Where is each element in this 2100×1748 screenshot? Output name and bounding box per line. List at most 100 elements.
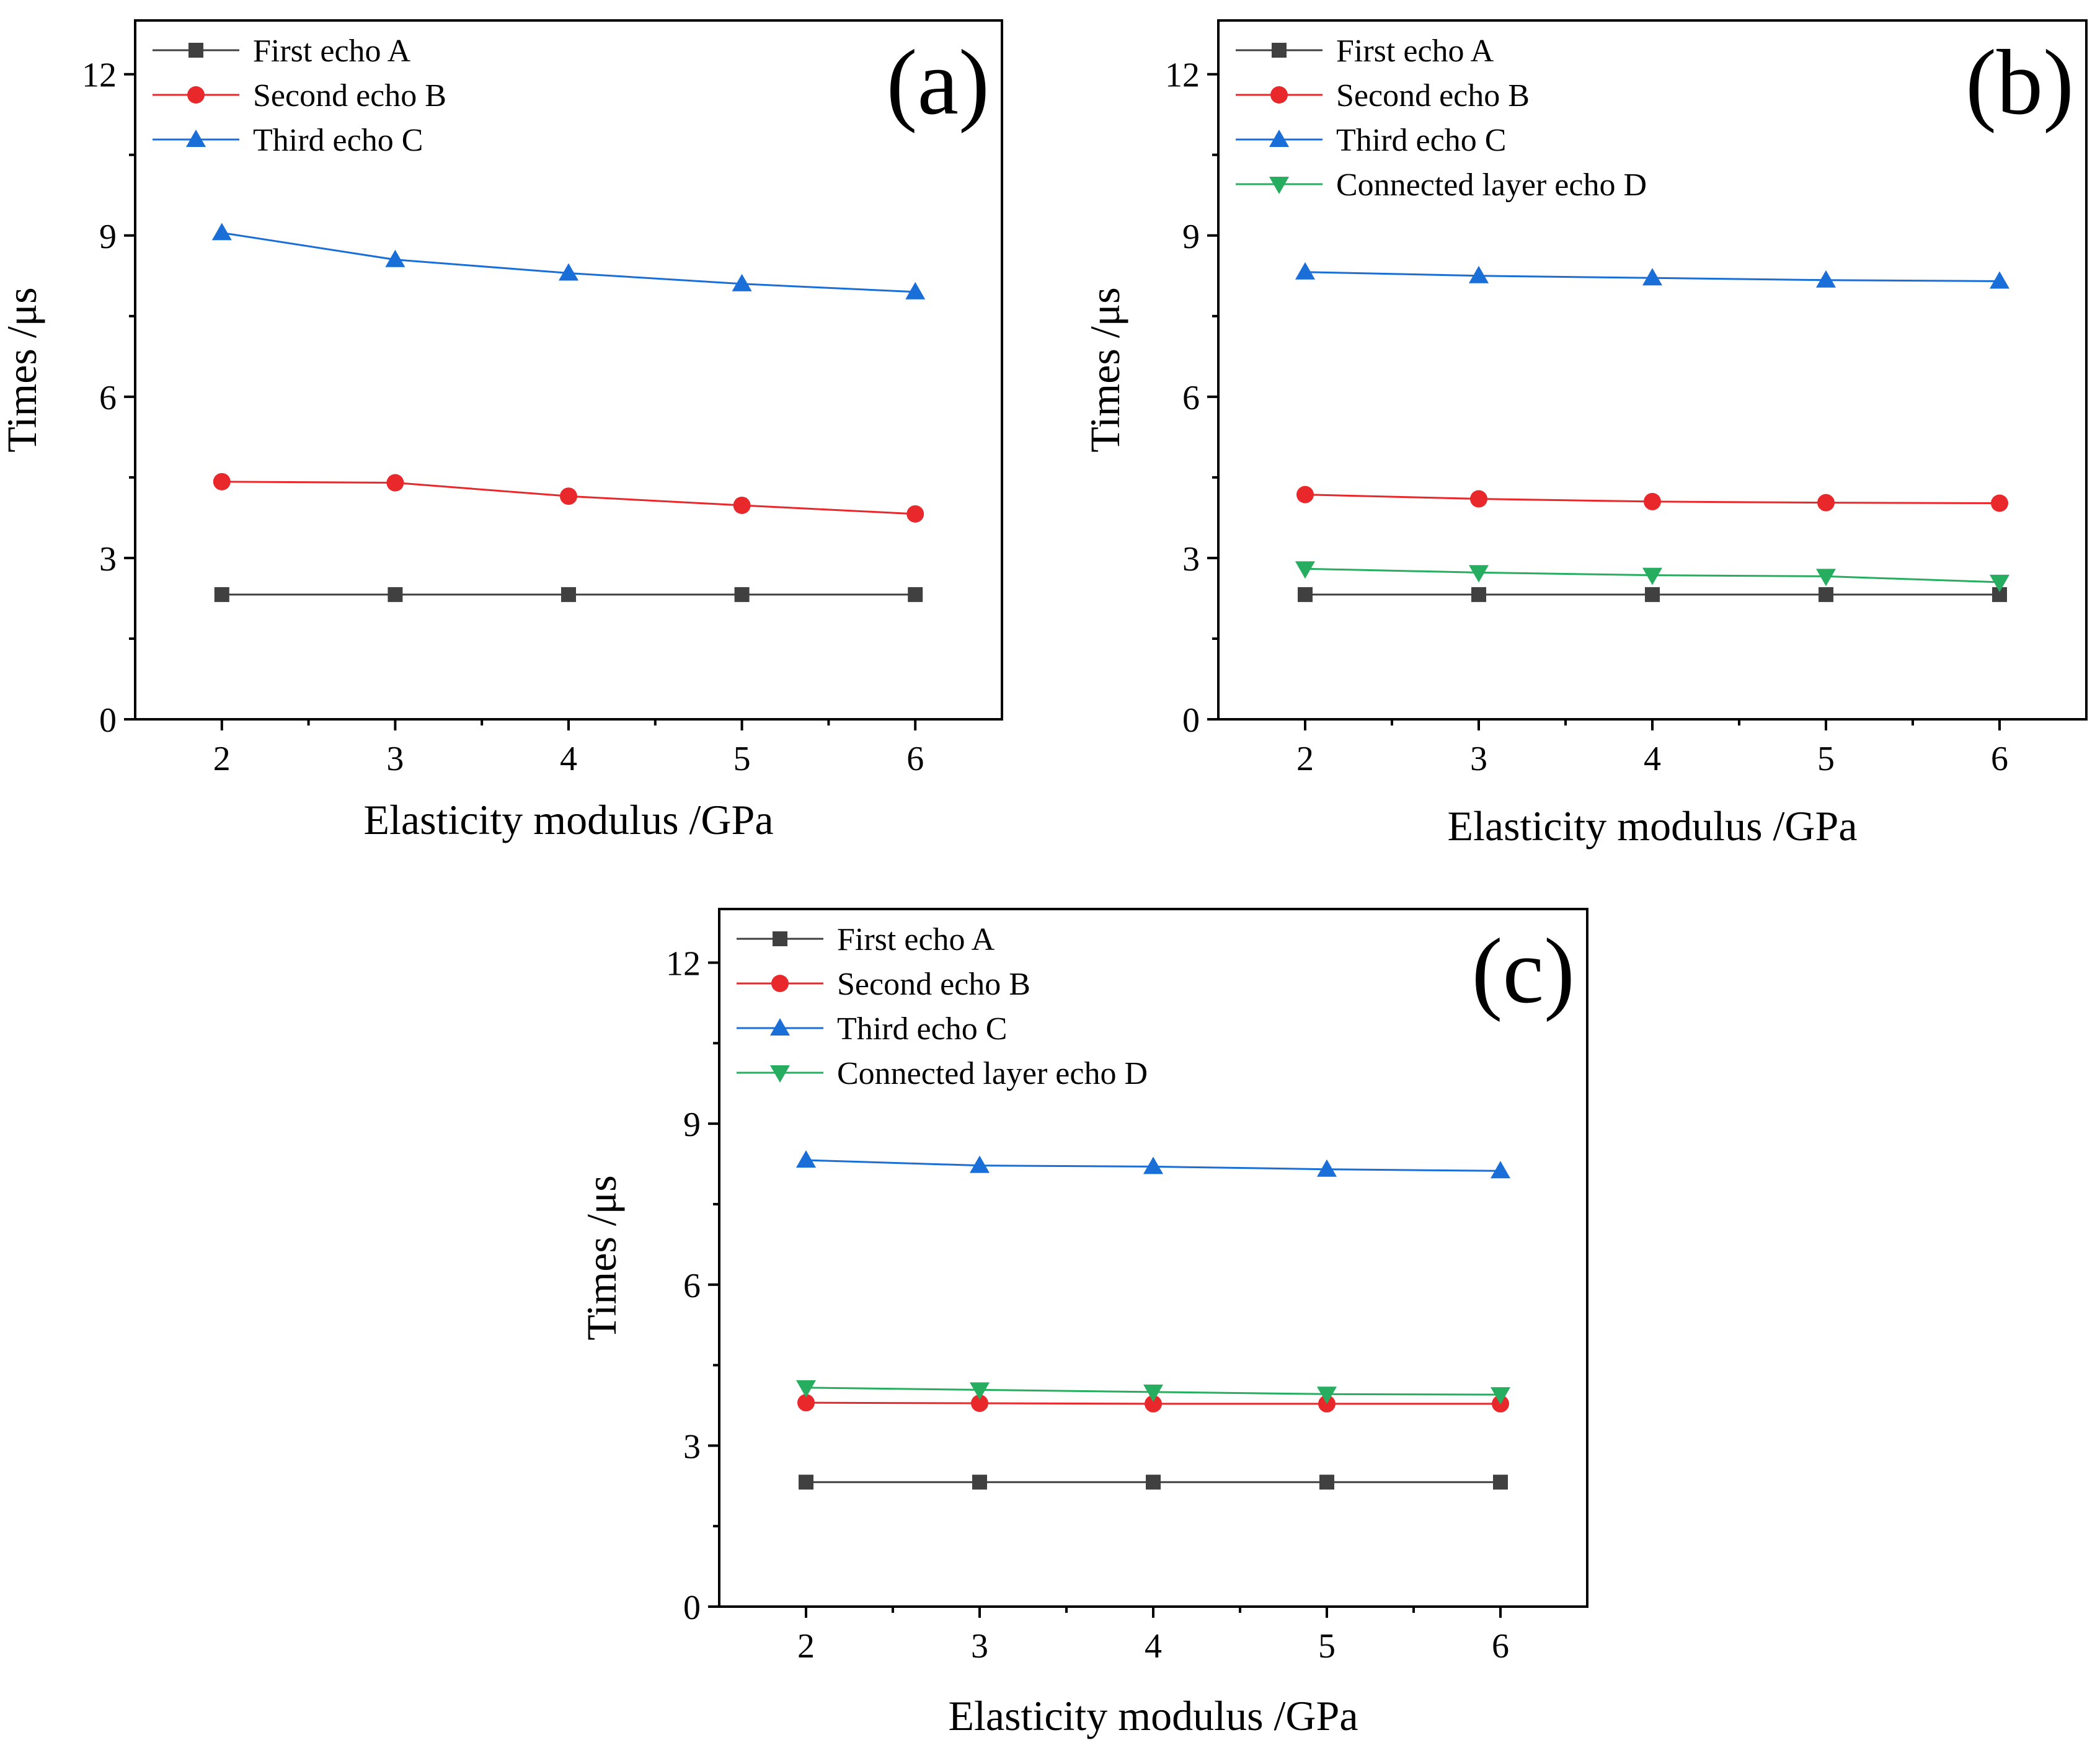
data-point [1491, 1387, 1510, 1405]
data-point [1491, 1161, 1510, 1179]
y-tick-label: 9 [1182, 218, 1200, 256]
series-line [221, 231, 916, 293]
data-point [1319, 1475, 1334, 1490]
legend-marker [770, 1065, 790, 1083]
legend-marker [188, 43, 203, 58]
y-axis-title: Times /μs [578, 1175, 625, 1340]
x-tick-label: 3 [1470, 740, 1487, 778]
data-point [1470, 490, 1487, 508]
data-point [796, 1380, 816, 1398]
data-point [1469, 565, 1489, 583]
data-point [906, 505, 924, 523]
panel-b-chart: 0 3 6 9 12 2 3 4 5 6 Elasticity modulus /GPa Times … [1081, 19, 2088, 850]
legend-label: Connected layer echo D [837, 1056, 1148, 1091]
series-2 [1296, 486, 2008, 512]
data-point [799, 1475, 813, 1490]
x-tick-label: 2 [797, 1627, 815, 1666]
x-tick-label: 5 [1318, 1627, 1336, 1666]
data-point [732, 273, 752, 291]
legend-marker [186, 130, 206, 147]
data-point [1817, 494, 1835, 512]
x-tick-label: 2 [1296, 740, 1314, 778]
legend-label: Third echo C [253, 123, 423, 158]
data-point [1990, 271, 2009, 289]
data-point [211, 223, 232, 241]
data-point [970, 1155, 990, 1173]
data-point [1295, 262, 1315, 280]
y-tick-label: 6 [683, 1267, 701, 1305]
data-point [1816, 270, 1836, 288]
panel-label: (c) [1472, 920, 1575, 1023]
legend-marker [773, 931, 787, 946]
data-point [385, 249, 405, 267]
data-point [213, 472, 231, 490]
legend-marker [770, 1018, 790, 1036]
x-tick-label: 6 [1492, 1627, 1509, 1666]
y-tick-label: 3 [99, 540, 117, 579]
legend-marker [1272, 43, 1287, 58]
data-point [1642, 567, 1662, 585]
x-tick-label: 2 [213, 740, 231, 778]
series-4 [1295, 561, 2009, 592]
legend-marker [771, 975, 789, 992]
y-tick-label: 0 [1182, 701, 1200, 740]
data-point [1317, 1159, 1337, 1177]
data-point [796, 1150, 816, 1168]
x-tick-label: 4 [1644, 740, 1661, 778]
data-point [734, 587, 750, 602]
data-point [1469, 265, 1489, 283]
data-point [1645, 587, 1660, 602]
data-point [970, 1382, 990, 1400]
data-point [972, 1475, 987, 1490]
series-4 [796, 1380, 1510, 1405]
data-point [905, 282, 926, 299]
y-tick-label: 9 [99, 218, 117, 256]
y-tick-label: 9 [683, 1106, 701, 1144]
data-point [1990, 574, 2009, 592]
data-point [1146, 1475, 1161, 1490]
data-point [797, 1394, 815, 1412]
panel-a-chart: 0 3 6 9 12 2 3 4 5 6 Elasticity modulus /GPa Times … [0, 19, 1003, 843]
data-point [561, 587, 576, 602]
x-tick-label: 3 [386, 740, 404, 778]
x-tick-label: 4 [1145, 1627, 1162, 1666]
legend-label: Third echo C [1336, 123, 1506, 158]
data-point [1816, 569, 1836, 587]
data-point [971, 1395, 988, 1413]
series-1 [799, 1475, 1508, 1490]
data-point [559, 263, 578, 281]
data-point [1298, 587, 1313, 602]
x-axis-title: Elasticity modulus /GPa [1447, 802, 1857, 850]
series-1 [214, 587, 923, 602]
y-tick-label: 12 [666, 945, 701, 983]
series-2 [213, 472, 924, 523]
data-point [386, 474, 404, 492]
series-1 [1298, 587, 2007, 602]
y-tick-label: 0 [683, 1589, 701, 1627]
y-tick-label: 6 [99, 379, 117, 417]
data-point [908, 587, 923, 602]
data-point [1296, 486, 1314, 504]
legend-marker [1269, 177, 1289, 194]
data-point [214, 587, 229, 602]
series-3 [796, 1150, 1510, 1179]
legend-marker [1269, 130, 1289, 147]
data-point [1143, 1384, 1163, 1402]
data-point [388, 587, 403, 602]
y-tick-label: 12 [82, 56, 117, 95]
data-point [1991, 494, 2008, 512]
data-point [1642, 268, 1662, 286]
x-axis-title: Elasticity modulus /GPa [363, 796, 773, 843]
data-point [1471, 587, 1486, 602]
x-tick-label: 6 [1991, 740, 2008, 778]
data-point [1295, 561, 1315, 579]
legend-label: First echo A [1336, 33, 1494, 69]
panel-c-chart: 0 3 6 9 12 2 3 4 5 6 Elasticity modulus /GPa Times … [578, 908, 1588, 1739]
data-point [1145, 1395, 1162, 1413]
data-point [1819, 587, 1833, 602]
x-tick-label: 5 [733, 740, 751, 778]
y-tick-label: 6 [1182, 379, 1200, 417]
y-tick-label: 12 [1165, 56, 1200, 95]
series-3 [211, 223, 926, 299]
